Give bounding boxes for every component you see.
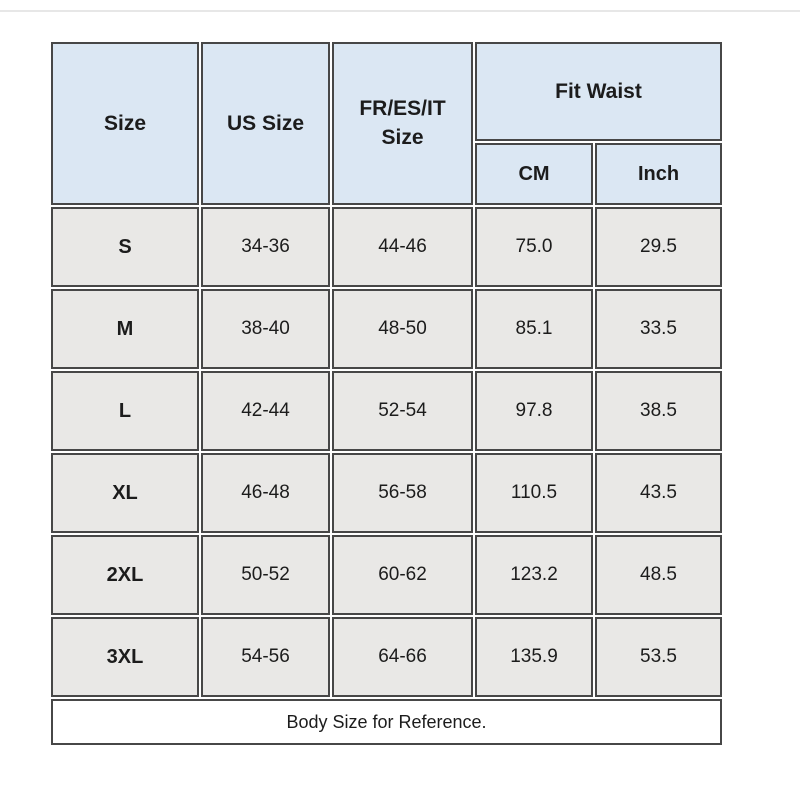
fr-es-it-size-cell: 64-66 — [332, 617, 473, 697]
waist-cm-cell: 123.2 — [475, 535, 593, 615]
size-label-cell: 3XL — [51, 617, 199, 697]
fr-es-it-size-cell: 44-46 — [332, 207, 473, 287]
table-row: L 42-44 52-54 97.8 38.5 — [51, 371, 722, 451]
us-size-cell: 38-40 — [201, 289, 330, 369]
top-divider-line — [0, 10, 800, 12]
footnote: Body Size for Reference. — [51, 699, 722, 745]
waist-cm-cell: 97.8 — [475, 371, 593, 451]
table-row: S 34-36 44-46 75.0 29.5 — [51, 207, 722, 287]
waist-inch-cell: 29.5 — [595, 207, 722, 287]
column-header-inch: Inch — [595, 143, 722, 205]
size-label-cell: S — [51, 207, 199, 287]
waist-inch-cell: 38.5 — [595, 371, 722, 451]
size-label-cell: L — [51, 371, 199, 451]
column-header-fr-es-it-size: FR/ES/IT Size — [332, 42, 473, 205]
us-size-cell: 34-36 — [201, 207, 330, 287]
waist-inch-cell: 33.5 — [595, 289, 722, 369]
waist-cm-cell: 85.1 — [475, 289, 593, 369]
us-size-cell: 42-44 — [201, 371, 330, 451]
waist-cm-cell: 75.0 — [475, 207, 593, 287]
us-size-cell: 54-56 — [201, 617, 330, 697]
size-chart-table: Size US Size FR/ES/IT Size Fit Waist CM … — [49, 40, 724, 747]
column-header-cm: CM — [475, 143, 593, 205]
size-label-cell: XL — [51, 453, 199, 533]
table-row: 2XL 50-52 60-62 123.2 48.5 — [51, 535, 722, 615]
size-label-cell: 2XL — [51, 535, 199, 615]
column-header-size: Size — [51, 42, 199, 205]
fr-es-it-size-cell: 52-54 — [332, 371, 473, 451]
fr-es-it-size-cell: 48-50 — [332, 289, 473, 369]
column-header-fit-waist: Fit Waist — [475, 42, 722, 141]
fr-es-it-size-cell: 60-62 — [332, 535, 473, 615]
size-label-cell: M — [51, 289, 199, 369]
column-header-us-size: US Size — [201, 42, 330, 205]
table-row: M 38-40 48-50 85.1 33.5 — [51, 289, 722, 369]
table-row: XL 46-48 56-58 110.5 43.5 — [51, 453, 722, 533]
us-size-cell: 50-52 — [201, 535, 330, 615]
waist-cm-cell: 135.9 — [475, 617, 593, 697]
waist-inch-cell: 43.5 — [595, 453, 722, 533]
us-size-cell: 46-48 — [201, 453, 330, 533]
waist-cm-cell: 110.5 — [475, 453, 593, 533]
waist-inch-cell: 53.5 — [595, 617, 722, 697]
waist-inch-cell: 48.5 — [595, 535, 722, 615]
fr-es-it-size-cell: 56-58 — [332, 453, 473, 533]
table-row: 3XL 54-56 64-66 135.9 53.5 — [51, 617, 722, 697]
